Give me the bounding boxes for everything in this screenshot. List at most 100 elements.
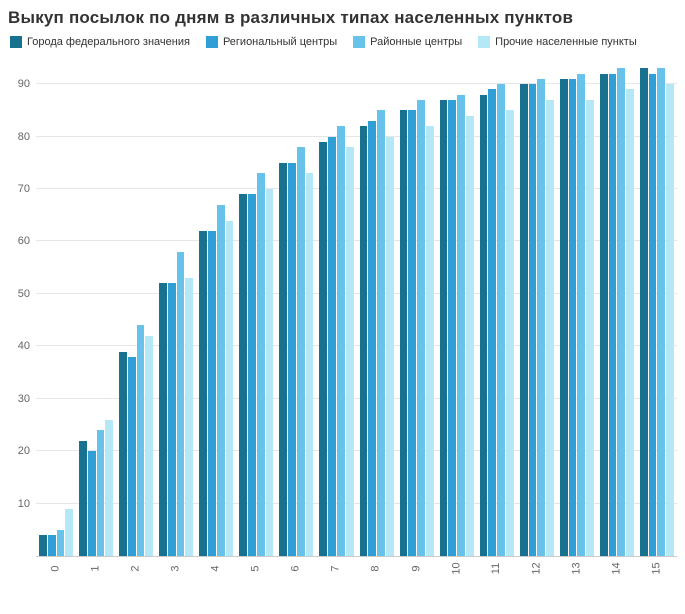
bar	[479, 94, 488, 556]
legend-item: Районные центры	[353, 36, 462, 48]
bar-group	[477, 58, 517, 556]
bar-group	[437, 58, 477, 556]
bar	[136, 325, 145, 556]
bar	[639, 68, 648, 556]
bar	[359, 126, 368, 556]
bar	[666, 84, 674, 556]
x-axis-cell: 9	[397, 557, 437, 589]
x-axis-label: 2	[129, 565, 142, 572]
x-axis-cell: 2	[116, 557, 156, 589]
bar	[167, 283, 176, 556]
bar	[448, 99, 457, 556]
bar	[87, 451, 96, 556]
x-axis-cell: 3	[156, 557, 196, 589]
bar	[537, 78, 546, 556]
x-axis-cell: 13	[557, 557, 597, 589]
legend: Города федерального значения Региональны…	[10, 36, 677, 48]
y-axis-label: 60	[17, 235, 30, 248]
bar-group	[116, 58, 156, 556]
gridline	[36, 83, 677, 85]
bar-group	[316, 58, 356, 556]
y-axis-label: 70	[17, 183, 30, 196]
bar	[185, 278, 194, 556]
bar	[145, 335, 154, 556]
bar	[505, 110, 514, 556]
bar	[648, 73, 657, 556]
legend-swatch	[205, 36, 218, 48]
bar-group	[276, 58, 316, 556]
x-axis-label: 4	[209, 565, 222, 572]
bar	[265, 189, 274, 556]
bar	[439, 99, 448, 556]
plot-area	[36, 58, 677, 557]
bar	[39, 535, 47, 556]
bar	[119, 351, 127, 556]
bar	[608, 73, 617, 556]
x-axis-cell: 14	[597, 557, 637, 589]
x-axis-label: 6	[289, 565, 302, 572]
gridline	[36, 345, 677, 347]
bar	[345, 147, 354, 556]
bar	[127, 356, 136, 556]
gridline	[36, 450, 677, 452]
y-axis-label: 30	[17, 392, 30, 405]
gridline	[36, 135, 677, 137]
bar-group	[397, 58, 437, 556]
bar	[239, 194, 248, 556]
x-axis-label: 3	[169, 565, 182, 572]
x-axis-label: 9	[410, 565, 423, 572]
x-axis-cell: 5	[236, 557, 276, 589]
bar	[159, 283, 167, 556]
legend-swatch	[353, 36, 366, 48]
bar	[96, 430, 105, 556]
legend-swatch	[10, 36, 22, 48]
y-axis-label: 90	[17, 78, 30, 91]
legend-item: Региональный центры	[205, 36, 337, 48]
legend-label: Прочие населенные пункты	[495, 36, 637, 48]
bar	[225, 220, 234, 556]
bar	[336, 126, 345, 556]
bar	[105, 419, 114, 556]
legend-item: Города федерального значения	[10, 36, 190, 48]
x-axis: 0 1 2 3 4 5 6 7 8 9 10 11 12 13 14 15	[36, 557, 677, 589]
bar	[457, 94, 465, 556]
bar	[56, 529, 65, 556]
bar-group	[36, 58, 76, 556]
bar-group	[196, 58, 236, 556]
x-axis-label: 11	[490, 562, 503, 575]
legend-swatch	[478, 36, 491, 48]
y-axis: 10 20 30 40 50 60 70 80 90	[8, 58, 36, 556]
bar-group	[236, 58, 276, 556]
x-axis-label: 15	[650, 562, 663, 575]
bar	[248, 194, 256, 556]
y-axis-label: 50	[17, 287, 30, 300]
gridline	[36, 397, 677, 399]
bar	[377, 110, 385, 556]
bar-group	[637, 58, 677, 556]
bar	[519, 84, 528, 556]
y-axis-label: 20	[17, 445, 30, 458]
x-axis-label: 13	[570, 562, 583, 575]
bar	[465, 115, 474, 556]
bar	[528, 84, 537, 556]
bar	[546, 99, 554, 556]
x-axis-cell: 6	[276, 557, 316, 589]
gridline	[36, 502, 677, 504]
chart-title: Выкуп посылок по дням в различных типах …	[8, 8, 574, 27]
bar	[559, 78, 568, 556]
bar	[657, 68, 666, 556]
bar	[497, 84, 505, 556]
bar-group	[357, 58, 397, 556]
bar	[385, 136, 394, 556]
bar	[288, 162, 296, 556]
gridline	[36, 240, 677, 242]
bar	[79, 440, 87, 556]
bar	[47, 535, 56, 556]
legend-item: Прочие населенные пункты	[478, 36, 637, 48]
bar	[216, 204, 225, 556]
bar	[488, 89, 497, 556]
x-axis-label: 1	[89, 565, 102, 572]
bar	[319, 141, 328, 556]
bar	[368, 120, 377, 556]
bar	[617, 68, 626, 556]
